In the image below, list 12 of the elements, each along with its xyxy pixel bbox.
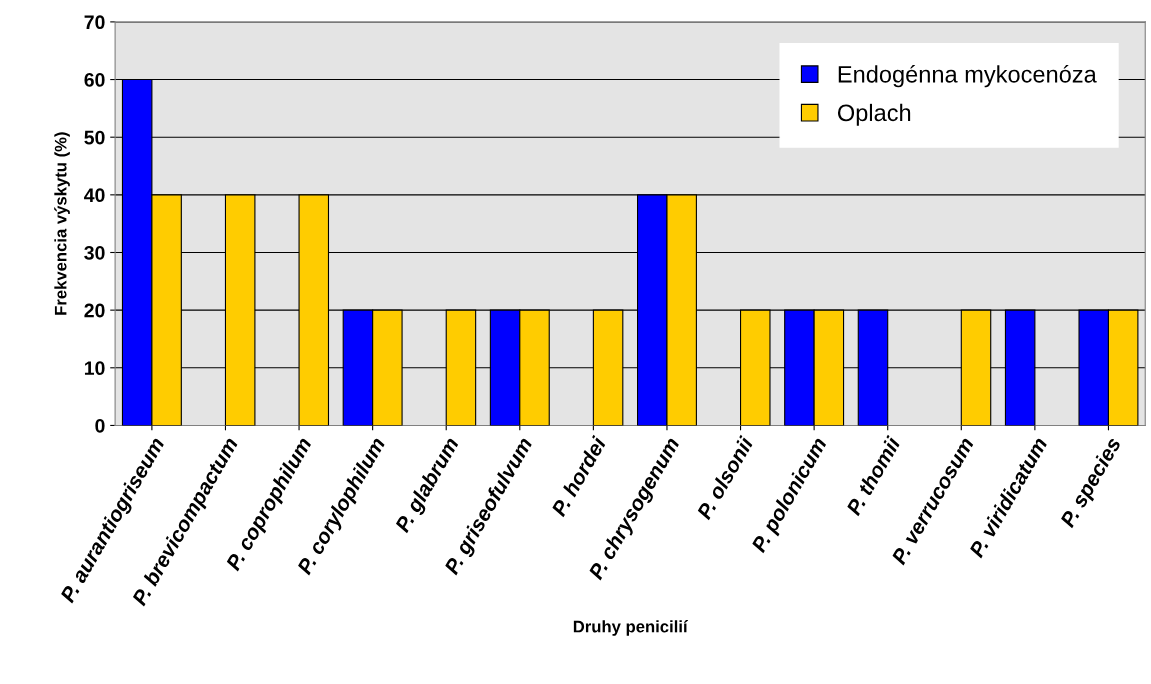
y-axis-title: Frekvencia výskytu (%) xyxy=(54,132,70,315)
y-tick-label: 0 xyxy=(95,418,105,433)
y-tick-label: 60 xyxy=(84,73,105,87)
y-tick-label: 40 xyxy=(84,188,105,203)
legend-label: Oplach xyxy=(837,103,911,126)
y-tick-label: 50 xyxy=(84,130,105,145)
y-tick-label: 20 xyxy=(84,303,105,318)
y-tick-label: 70 xyxy=(84,15,105,30)
legend-label: Endogénna mykocenóza xyxy=(838,65,1097,88)
y-tick-label: 10 xyxy=(84,361,105,376)
y-tick-label: 30 xyxy=(84,245,105,260)
x-axis-title: Druhy penicilií xyxy=(573,620,689,636)
